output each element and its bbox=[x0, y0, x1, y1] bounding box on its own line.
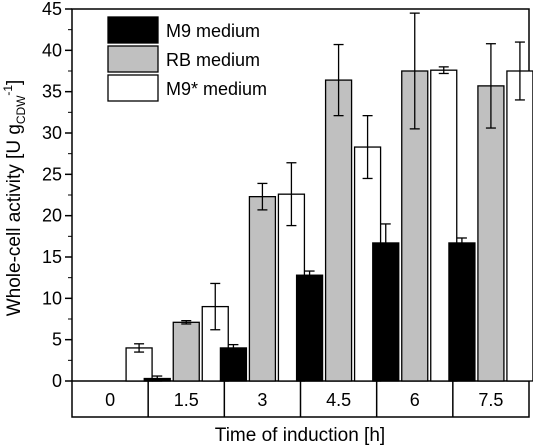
y-tick-label: 15 bbox=[42, 247, 62, 267]
legend-label: RB medium bbox=[166, 50, 260, 70]
bar bbox=[477, 85, 505, 382]
legend: M9 medium RB medium M9* medium bbox=[107, 16, 267, 102]
legend-swatch bbox=[107, 74, 159, 102]
y-ticks-layer: 0 5 10 15 20 25 30 35 40 45 bbox=[42, 0, 72, 391]
bar bbox=[506, 70, 533, 382]
legend-swatch bbox=[107, 16, 159, 44]
y-axis-title-sup: -1 bbox=[1, 85, 15, 96]
bar bbox=[372, 242, 400, 382]
y-tick-label: 0 bbox=[52, 371, 62, 391]
legend-label: M9* medium bbox=[166, 79, 267, 99]
y-tick-label: 20 bbox=[42, 206, 62, 226]
y-tick-label: 30 bbox=[42, 123, 62, 143]
bar bbox=[172, 321, 200, 382]
y-axis-title-main: Whole-cell activity [U g bbox=[4, 124, 25, 316]
category-labels-layer: 0 1.5 3 4.5 6 7.5 bbox=[105, 390, 503, 410]
y-tick-label: 40 bbox=[42, 40, 62, 60]
bars-layer bbox=[125, 69, 533, 382]
legend-swatch bbox=[107, 45, 159, 73]
x-category-label: 1.5 bbox=[174, 390, 199, 410]
y-tick-label: 25 bbox=[42, 164, 62, 184]
bar bbox=[324, 79, 353, 382]
bar bbox=[295, 274, 324, 382]
x-category-label: 3 bbox=[257, 390, 267, 410]
bar bbox=[248, 196, 277, 382]
y-axis-title: Whole-cell activity [U gCDW-1] bbox=[1, 80, 28, 317]
bar bbox=[448, 242, 476, 382]
x-category-label: 4.5 bbox=[326, 390, 351, 410]
y-axis-title-close: ] bbox=[4, 80, 25, 85]
y-tick-label: 35 bbox=[42, 82, 62, 102]
y-axis-title-sub: CDW bbox=[14, 95, 28, 124]
y-tick-label: 10 bbox=[42, 288, 62, 308]
legend-label: M9 medium bbox=[166, 21, 260, 41]
x-category-label: 0 bbox=[105, 390, 115, 410]
x-axis-title: Time of induction [h] bbox=[215, 425, 385, 446]
x-category-label: 6 bbox=[410, 390, 420, 410]
y-tick-label: 5 bbox=[52, 330, 62, 350]
error-bars-layer bbox=[134, 12, 525, 382]
x-category-label: 7.5 bbox=[478, 390, 503, 410]
y-tick-label: 45 bbox=[42, 0, 62, 19]
bar bbox=[125, 347, 153, 382]
bar bbox=[219, 347, 248, 382]
